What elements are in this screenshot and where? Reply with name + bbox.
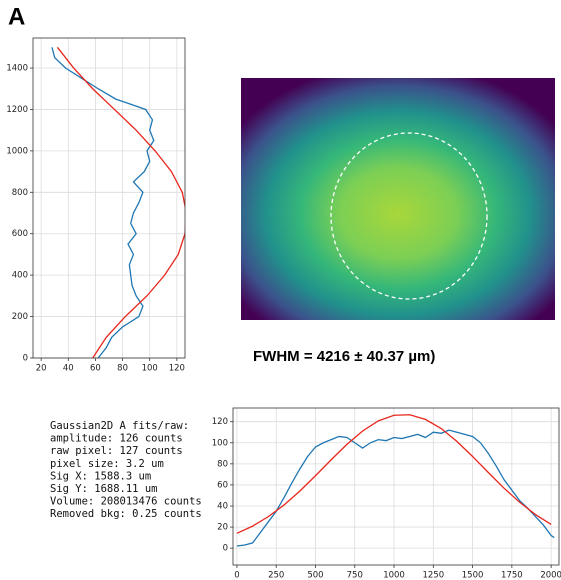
x-tick-label: 120 — [169, 364, 185, 374]
y-tick-label: 80 — [217, 459, 228, 469]
fit-stat-line: amplitude: 126 counts — [50, 433, 183, 445]
fit-stat-line: Sig Y: 1688.11 um — [50, 483, 157, 495]
x-tick-label: 750 — [347, 571, 363, 580]
x-tick-label: 0 — [234, 571, 239, 580]
fit-stat-line: Removed bkg: 0.25 counts — [50, 508, 202, 520]
data-line — [51, 47, 155, 358]
beam-image — [241, 78, 555, 320]
x-tick-label: 20 — [36, 364, 47, 374]
fit-stat-line: raw pixel: 127 counts — [50, 445, 183, 457]
y-tick-label: 120 — [212, 417, 228, 427]
y-tick-label: 100 — [212, 438, 228, 448]
y-tick-label: 200 — [12, 312, 28, 322]
y-tick-label: 800 — [12, 188, 28, 198]
x-tick-label: 1250 — [422, 571, 444, 580]
x-tick-label: 100 — [142, 364, 158, 374]
data-line — [236, 429, 555, 547]
x-tick-label: 1750 — [501, 571, 523, 580]
x-tick-label: 1000 — [383, 571, 405, 580]
x-tick-label: 2000 — [540, 571, 561, 580]
x-tick-label: 250 — [268, 571, 284, 580]
y-tick-label: 1400 — [6, 64, 28, 74]
fwhm-text: FWHM = 4216 ± 40.37 µm) — [253, 348, 435, 365]
x-tick-label: 80 — [117, 364, 128, 374]
y-tick-label: 20 — [217, 523, 228, 533]
fit-stat-line: Sig X: 1588.3 um — [50, 470, 151, 482]
x-tick-label: 40 — [63, 364, 74, 374]
y-tick-label: 40 — [217, 501, 228, 511]
fit-stat-line: pixel size: 3.2 um — [50, 458, 164, 470]
x-tick-label: 500 — [307, 571, 323, 580]
plot-frame — [32, 37, 186, 359]
fwhm-circle — [330, 132, 488, 300]
y-tick-label: 1000 — [6, 146, 28, 156]
fit-stat-line: Gaussian2D A fits/raw: — [50, 420, 189, 432]
fit-stat-line: Volume: 208013476 counts — [50, 496, 202, 508]
y-tick-label: 60 — [217, 480, 228, 490]
y-tick-label: 0 — [23, 354, 28, 364]
y-tick-label: 600 — [12, 229, 28, 239]
y-tick-label: 0 — [223, 544, 228, 554]
y-tick-label: 1200 — [6, 105, 28, 115]
data-line — [236, 414, 552, 534]
x-tick-label: 1500 — [462, 571, 484, 580]
data-line — [56, 46, 185, 358]
fit-stats: Gaussian2D A fits/raw:amplitude: 126 cou… — [50, 420, 202, 520]
plot-frame — [232, 407, 560, 566]
x-tick-label: 60 — [90, 364, 101, 374]
panel-label: A — [8, 3, 25, 30]
y-tick-label: 400 — [12, 271, 28, 281]
